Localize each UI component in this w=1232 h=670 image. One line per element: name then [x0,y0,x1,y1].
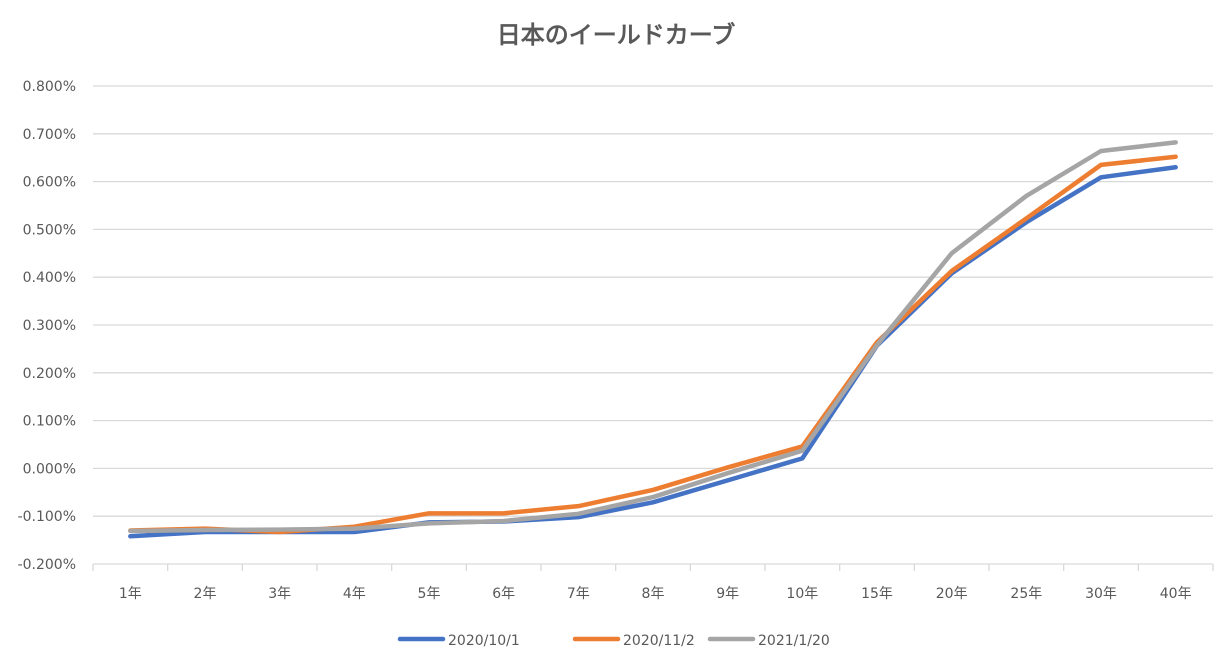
y-tick-label: 0.500% [23,222,76,238]
x-tick-label: 4年 [343,586,366,602]
y-tick-label: -0.100% [18,509,76,525]
x-tick-label: 40年 [1160,586,1192,602]
x-tick-label: 2年 [194,586,217,602]
x-tick-label: 30年 [1085,586,1117,602]
x-tick-label: 10年 [786,586,818,602]
y-tick-label: 0.200% [23,366,76,382]
x-tick-label: 8年 [642,586,665,602]
y-tick-label: 0.000% [23,461,76,477]
x-tick-label: 6年 [492,586,515,602]
x-tick-label: 9年 [716,586,739,602]
legend-label: 2020/10/1 [448,633,520,649]
x-tick-label: 5年 [418,586,441,602]
y-tick-label: 0.300% [23,318,76,334]
x-tick-label: 1年 [119,586,142,602]
x-tick-label: 15年 [861,586,893,602]
y-tick-label: 0.700% [23,127,76,143]
series-line-2021/1/20 [128,140,1178,534]
x-tick-label: 25年 [1010,586,1042,602]
y-tick-label: 0.800% [23,79,76,95]
x-tick-label: 7年 [567,586,590,602]
legend-label: 2021/1/20 [758,633,830,649]
y-tick-label: 0.100% [23,414,76,430]
chart-title: 日本のイールドカーブ [497,21,736,49]
legend-label: 2020/11/2 [623,633,695,649]
y-tick-label: 0.400% [23,270,76,286]
y-tick-label: -0.200% [18,557,76,573]
y-tick-label: 0.600% [23,175,76,191]
series-line-2020/11/2 [128,154,1178,535]
x-tick-label: 20年 [936,586,968,602]
x-tick-label: 3年 [268,586,291,602]
